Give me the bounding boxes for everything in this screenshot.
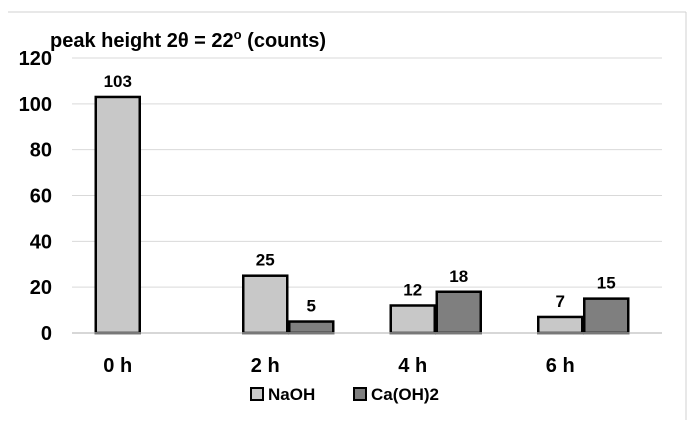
bar-naoh-1 (242, 274, 289, 335)
chart-title: peak height 2θ = 22o (counts) (50, 27, 326, 52)
data-label: 7 (556, 292, 565, 311)
gridlines (72, 57, 662, 288)
data-label: 15 (597, 274, 616, 293)
bar-caoh2-3 (583, 297, 630, 335)
y-tick-label: 0 (41, 323, 52, 345)
y-tick-label: 20 (30, 277, 52, 299)
bar-naoh-0 (94, 95, 141, 335)
data-label: 5 (307, 297, 316, 316)
legend-swatch-naoh (250, 387, 264, 401)
bar-naoh-2 (389, 304, 436, 335)
bar-naoh-3 (537, 315, 584, 335)
data-labels: 103 25 5 12 18 7 15 (104, 72, 616, 316)
legend-label-naoh: NaOH (268, 385, 315, 404)
legend: NaOH Ca(OH)2 (250, 385, 439, 404)
data-label: 25 (256, 251, 275, 270)
y-axis-ticks: 0 20 40 60 80 100 120 (19, 48, 52, 345)
x-category-label: 0 h (103, 355, 132, 377)
y-tick-label: 120 (19, 48, 52, 70)
bar-caoh2-1 (288, 320, 335, 335)
data-label: 18 (449, 267, 468, 286)
x-category-label: 4 h (398, 355, 427, 377)
bar-caoh2-2 (435, 290, 482, 335)
legend-label-caoh2: Ca(OH)2 (371, 385, 439, 404)
data-label: 12 (403, 281, 422, 300)
y-tick-label: 80 (30, 140, 52, 162)
legend-swatch-caoh2 (353, 387, 367, 401)
y-tick-label: 60 (30, 186, 52, 208)
y-tick-label: 100 (19, 94, 52, 116)
y-tick-label: 40 (30, 231, 52, 253)
data-label: 103 (104, 72, 132, 91)
x-category-label: 2 h (251, 355, 280, 377)
bars (94, 95, 630, 335)
x-axis-categories: 0 h 2 h 4 h 6 h (103, 355, 574, 377)
x-category-label: 6 h (546, 355, 575, 377)
